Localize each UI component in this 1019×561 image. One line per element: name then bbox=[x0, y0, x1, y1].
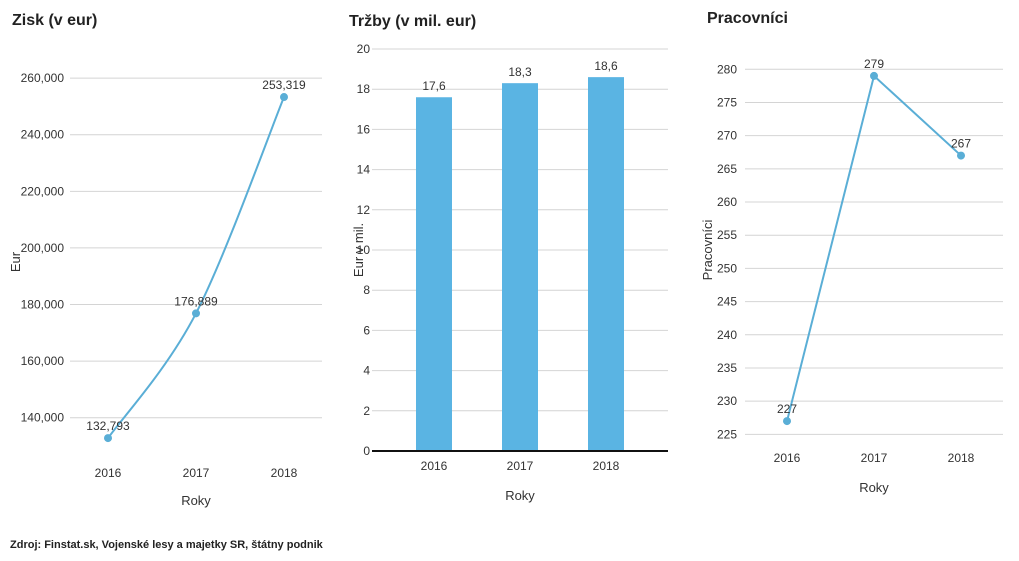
y-tick-label: 225 bbox=[717, 427, 737, 441]
chart-panel-profit: Zisk (v eur) 140,000 160,000 180,000 200,00… bbox=[0, 0, 340, 520]
data-label: 227 bbox=[777, 402, 797, 416]
data-label: 132,793 bbox=[86, 419, 130, 433]
x-tick-label: 2018 bbox=[271, 466, 298, 480]
data-label: 279 bbox=[864, 57, 884, 71]
x-tick-label: 2017 bbox=[507, 459, 534, 473]
y-tick-label: 240,000 bbox=[21, 128, 65, 142]
data-point bbox=[783, 417, 791, 426]
y-tick-label: 18 bbox=[357, 82, 371, 96]
y-tick-label: 10 bbox=[357, 243, 371, 257]
y-tick-label: 245 bbox=[717, 295, 737, 309]
bar bbox=[502, 83, 538, 452]
x-tick-label: 2016 bbox=[95, 466, 122, 480]
employees-line-chart: 225 230 235 240 245 250 255 260 265 270 275 280 227 2… bbox=[700, 57, 1003, 495]
x-tick-label: 2018 bbox=[948, 451, 975, 465]
data-label: 267 bbox=[951, 137, 971, 151]
y-tick-label: 16 bbox=[357, 122, 371, 136]
bar bbox=[588, 77, 624, 451]
source-note: Zdroj: Finstat.sk, Vojenské lesy a majet… bbox=[10, 539, 323, 551]
profit-line-chart: 140,000 160,000 180,000 200,000 220,000 240,0… bbox=[8, 71, 322, 508]
x-axis-title: Roky bbox=[181, 493, 211, 508]
y-tick-label: 280 bbox=[717, 62, 737, 76]
y-axis-title: Eur v mil. bbox=[351, 223, 366, 277]
y-tick-label: 265 bbox=[717, 162, 737, 176]
y-tick-label: 260,000 bbox=[21, 71, 65, 85]
revenue-bar-chart: 0 2 4 6 8 10 12 14 16 18 20 17,6 18,3 18,6 2016 2017 201… bbox=[351, 42, 668, 503]
y-tick-label: 8 bbox=[363, 283, 370, 297]
y-axis-title: Pracovníci bbox=[700, 220, 715, 281]
y-tick-label: 160,000 bbox=[21, 354, 65, 368]
chart-title: Tržby (v mil. eur) bbox=[349, 13, 477, 30]
chart-panel-employees: Pracovníci 225 230 235 240 245 250 255 260 265 27… bbox=[685, 0, 1019, 520]
data-point bbox=[192, 309, 200, 318]
y-tick-label: 230 bbox=[717, 394, 737, 408]
x-axis-title: Roky bbox=[505, 488, 535, 503]
y-tick-label: 240 bbox=[717, 328, 737, 342]
chart-panel-revenue: Tržby (v mil. eur) 0 2 4 6 8 10 12 14 16 18 20 17,6… bbox=[340, 0, 685, 520]
y-tick-label: 235 bbox=[717, 361, 737, 375]
series-line bbox=[107, 96, 285, 439]
x-tick-label: 2016 bbox=[421, 459, 448, 473]
y-tick-label: 200,000 bbox=[21, 241, 65, 255]
y-tick-label: 2 bbox=[363, 404, 370, 418]
y-tick-label: 275 bbox=[717, 95, 737, 109]
data-label: 176,889 bbox=[174, 294, 218, 308]
y-tick-label: 270 bbox=[717, 129, 737, 143]
data-label: 18,6 bbox=[594, 59, 618, 73]
x-tick-label: 2017 bbox=[183, 466, 210, 480]
y-axis-title: Eur bbox=[8, 251, 23, 272]
y-tick-label: 0 bbox=[363, 444, 370, 458]
y-tick-label: 20 bbox=[357, 42, 371, 56]
y-tick-label: 255 bbox=[717, 228, 737, 242]
data-label: 253,319 bbox=[262, 78, 306, 92]
x-tick-label: 2016 bbox=[774, 451, 801, 465]
data-point bbox=[957, 151, 965, 160]
y-tick-label: 260 bbox=[717, 195, 737, 209]
series-line bbox=[786, 74, 962, 422]
y-tick-label: 4 bbox=[363, 364, 370, 378]
y-tick-label: 140,000 bbox=[21, 411, 65, 425]
y-tick-label: 220,000 bbox=[21, 184, 65, 198]
bar bbox=[416, 97, 452, 452]
data-label: 17,6 bbox=[422, 79, 446, 93]
chart-title: Zisk (v eur) bbox=[12, 12, 98, 29]
data-point bbox=[280, 93, 288, 102]
data-point bbox=[104, 434, 112, 443]
y-tick-label: 12 bbox=[357, 203, 371, 217]
x-axis-title: Roky bbox=[859, 480, 889, 495]
y-tick-label: 250 bbox=[717, 261, 737, 275]
y-tick-label: 14 bbox=[357, 163, 371, 177]
y-tick-label: 6 bbox=[363, 323, 370, 337]
x-tick-label: 2018 bbox=[593, 459, 620, 473]
y-tick-label: 180,000 bbox=[21, 298, 65, 312]
chart-title: Pracovníci bbox=[707, 10, 788, 27]
data-label: 18,3 bbox=[508, 65, 532, 79]
data-point bbox=[870, 71, 878, 80]
x-tick-label: 2017 bbox=[861, 451, 888, 465]
